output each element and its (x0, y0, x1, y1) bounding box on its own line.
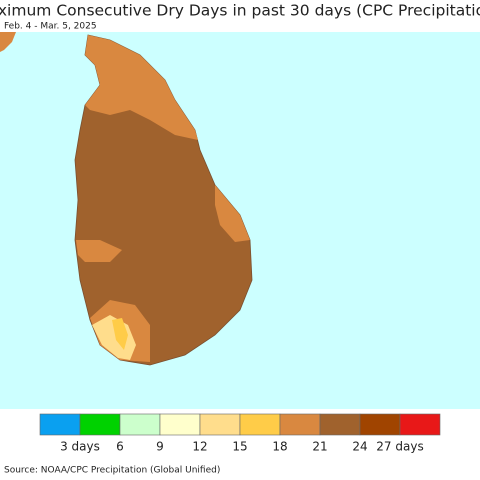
east-region (215, 185, 250, 242)
india-coast (0, 32, 16, 52)
legend-label: 9 (156, 440, 164, 454)
title: Maximum Consecutive Dry Days in past 30 … (0, 2, 480, 20)
legend-swatch (199, 413, 241, 436)
legend-swatch (399, 413, 441, 436)
legend-swatch (359, 413, 401, 436)
legend: 3 days 6 9 12 15 18 21 24 27 days (39, 413, 441, 454)
source: Source: NOAA/CPC Precipitation (Global U… (4, 466, 220, 476)
legend-swatch (159, 413, 201, 436)
legend-label: 21 (312, 440, 327, 454)
subtitle: Feb. 4 - Mar. 5, 2025 (4, 22, 97, 32)
legend-label: 6 (116, 440, 124, 454)
legend-label: 18 (272, 440, 287, 454)
legend-swatch (239, 413, 281, 436)
southwest-dry (92, 315, 136, 360)
north-region (85, 35, 198, 140)
legend-label: 15 (232, 440, 247, 454)
legend-swatch (279, 413, 321, 436)
west-region (76, 240, 122, 262)
southwest-core (112, 318, 128, 350)
legend-swatch (119, 413, 161, 436)
legend-swatch (39, 413, 81, 436)
legend-label: 3 days (60, 440, 100, 454)
legend-swatch (319, 413, 361, 436)
legend-label: 12 (192, 440, 207, 454)
legend-label: 24 (352, 440, 367, 454)
legend-swatch (79, 413, 121, 436)
legend-label: 27 days (376, 440, 423, 454)
